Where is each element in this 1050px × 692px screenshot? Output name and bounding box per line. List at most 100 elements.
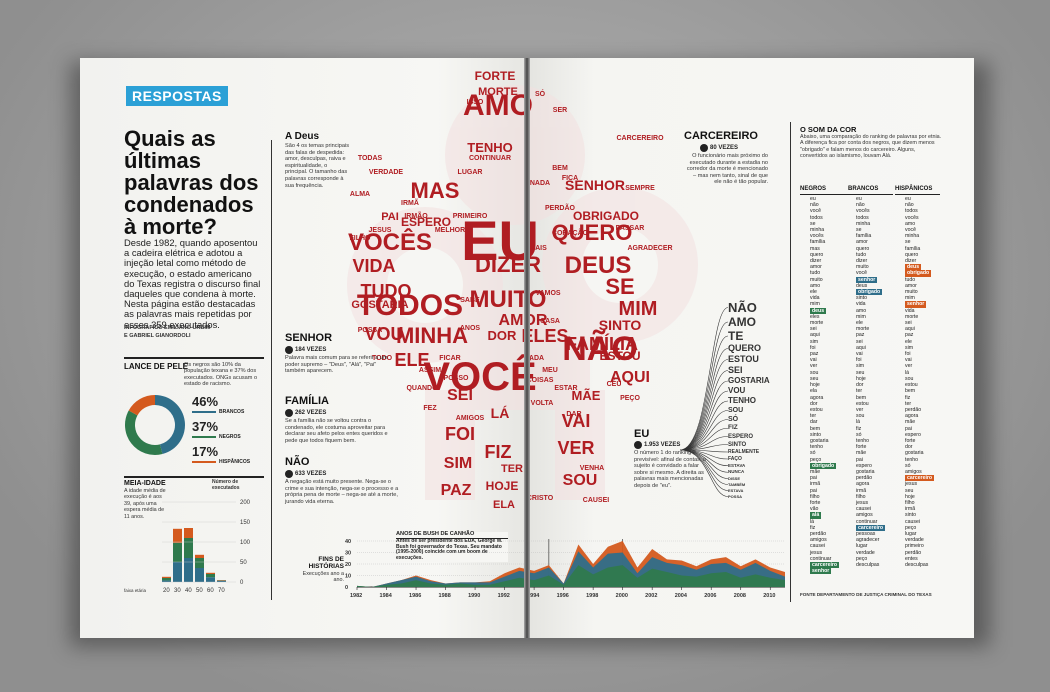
wordcloud-word: POSSA bbox=[358, 327, 383, 334]
wordcloud-word: LÁ bbox=[491, 405, 510, 421]
rank-word: irmã bbox=[810, 481, 821, 488]
rank-word: verdade bbox=[856, 549, 875, 556]
timeline-y-tick: 0 bbox=[345, 585, 348, 591]
wordcloud-word: GOSTARIA bbox=[351, 299, 408, 311]
timeline-y-tick: 30 bbox=[345, 551, 351, 557]
rank-word: amor bbox=[905, 282, 917, 289]
wordcloud-word: ESTAR bbox=[554, 385, 577, 392]
rank-word: agora bbox=[810, 394, 824, 401]
rank-word: obrigado bbox=[810, 462, 840, 469]
rank-word: mãe bbox=[810, 468, 821, 475]
wordcloud-word: DAR bbox=[566, 411, 581, 418]
wordcloud-word: MORTE bbox=[478, 86, 518, 98]
column-rule-right bbox=[790, 122, 791, 602]
age-y-tick: 0 bbox=[240, 580, 244, 586]
credit-infografico: INFOGRÁFICO EMILIANO URBIM bbox=[124, 325, 211, 331]
rank-word: hoje bbox=[856, 375, 866, 382]
wordcloud-word: JESUS bbox=[369, 227, 392, 234]
eu-tree-word: POSSA bbox=[728, 493, 743, 499]
familia-text: Se a família não se voltou contra o cond… bbox=[285, 418, 388, 444]
rank-word: amigos bbox=[810, 537, 827, 544]
wordcloud-word: AMIGOS bbox=[456, 415, 485, 422]
rank-word: família bbox=[810, 239, 826, 246]
age-x-tick: 70 bbox=[218, 588, 225, 594]
wordcloud-word: FOI bbox=[445, 424, 475, 444]
rank-word: tudo bbox=[810, 270, 821, 277]
rank-word: só bbox=[810, 450, 816, 457]
rank-word: ver bbox=[810, 363, 818, 370]
right-page bbox=[527, 58, 974, 638]
rank-word: mim bbox=[810, 301, 820, 308]
rank-word: irmã bbox=[856, 487, 867, 494]
eu-title: EU bbox=[634, 428, 650, 440]
wordcloud-word: TUDO bbox=[361, 281, 412, 301]
rank-word: aqui bbox=[905, 326, 915, 333]
rank-word: todos bbox=[810, 214, 823, 221]
rank-word: jesus bbox=[856, 499, 869, 506]
rank-word: carcereiro bbox=[810, 561, 840, 569]
rank-word: filho bbox=[810, 493, 820, 500]
rank-word: família bbox=[905, 245, 921, 252]
eu-tree-word: FAÇO bbox=[728, 455, 742, 462]
rank-word: ela bbox=[810, 388, 817, 395]
eu-tree-branch bbox=[680, 359, 729, 451]
eu-tree-branch bbox=[680, 380, 729, 451]
rank-word: pessoas bbox=[856, 530, 876, 537]
headline: Quais as últimas palavras dos condenados… bbox=[124, 126, 259, 239]
divider bbox=[124, 357, 264, 359]
rank-word: ele bbox=[856, 320, 863, 327]
pct-negros: 37% bbox=[192, 419, 219, 434]
carcereiro-count: 80 VEZES bbox=[700, 144, 738, 152]
wordcloud-word: VOLTA bbox=[531, 400, 554, 407]
rank-word-highlight: senhor bbox=[856, 276, 878, 283]
wordcloud-word: PAI bbox=[381, 211, 399, 223]
intro-text: Desde 1982, quando aposentou a cadeira e… bbox=[124, 237, 261, 330]
wordcloud-word: SER bbox=[553, 107, 567, 114]
wordcloud-word: SÓ bbox=[535, 89, 546, 98]
count-icon bbox=[700, 144, 708, 152]
rank-word: morte bbox=[856, 326, 870, 333]
rank-word: mas bbox=[810, 245, 820, 252]
rank-word: dizer bbox=[856, 258, 868, 265]
rank-word: perdão bbox=[905, 549, 922, 556]
eu-tree-word: SEI bbox=[728, 365, 743, 375]
rank-word: carcereiro bbox=[856, 524, 886, 531]
age-bar bbox=[184, 538, 193, 558]
wordcloud-small-words: CARCEREIRO CONTINUAR SÓ SER BEM ISSO LUGAR NADA… bbox=[350, 89, 673, 504]
senhor-count: 184 VEZES bbox=[285, 346, 326, 354]
wordcloud-word: MEU bbox=[542, 367, 558, 374]
rank-word: eu bbox=[905, 196, 911, 202]
wordcloud-word: SE bbox=[605, 274, 634, 299]
rank-word: continuar bbox=[856, 518, 878, 525]
eu-tree-word: NUNCA bbox=[728, 469, 745, 474]
rank-word: hoje bbox=[810, 382, 820, 389]
a-deus-title: A Deus bbox=[285, 131, 320, 142]
rank-word: amo bbox=[810, 282, 821, 289]
rank-word: verdade bbox=[905, 537, 924, 544]
rank-word: deus bbox=[810, 307, 840, 314]
rank-word: fiz bbox=[856, 425, 862, 432]
age-bar bbox=[195, 554, 204, 558]
rank-word: forte bbox=[856, 444, 867, 451]
rank-word: ver bbox=[856, 406, 864, 413]
eu-tree-branch bbox=[680, 335, 729, 451]
nao-title: NÃO bbox=[285, 456, 310, 468]
timeline-x-tick: 1996 bbox=[557, 593, 569, 599]
wordcloud-word: IRMÃO bbox=[404, 211, 428, 220]
timeline-x-tick: 1990 bbox=[468, 593, 480, 599]
eu-tree-word: ESTAVA bbox=[728, 487, 744, 493]
familia-title: FAMÍLIA bbox=[285, 395, 329, 407]
legend-brancos: 46% BRANCOS bbox=[192, 394, 267, 415]
donut-slice-brancos bbox=[155, 395, 186, 455]
rank-word: filho bbox=[905, 499, 915, 506]
eu-tree-branch bbox=[680, 419, 729, 451]
wordcloud-word: BEM bbox=[552, 165, 568, 172]
rank-word: dor bbox=[856, 382, 864, 389]
count-icon bbox=[285, 470, 293, 478]
timeline-x-tick: 1994 bbox=[527, 593, 540, 599]
wordcloud-word: CONTINUAR bbox=[469, 155, 511, 162]
wordcloud-word: PAZ bbox=[441, 482, 472, 499]
rank-word-highlight: carcereiro bbox=[810, 561, 840, 569]
familia-count: 262 VEZES bbox=[285, 409, 326, 417]
wordcloud-word: MÃE bbox=[572, 388, 601, 403]
